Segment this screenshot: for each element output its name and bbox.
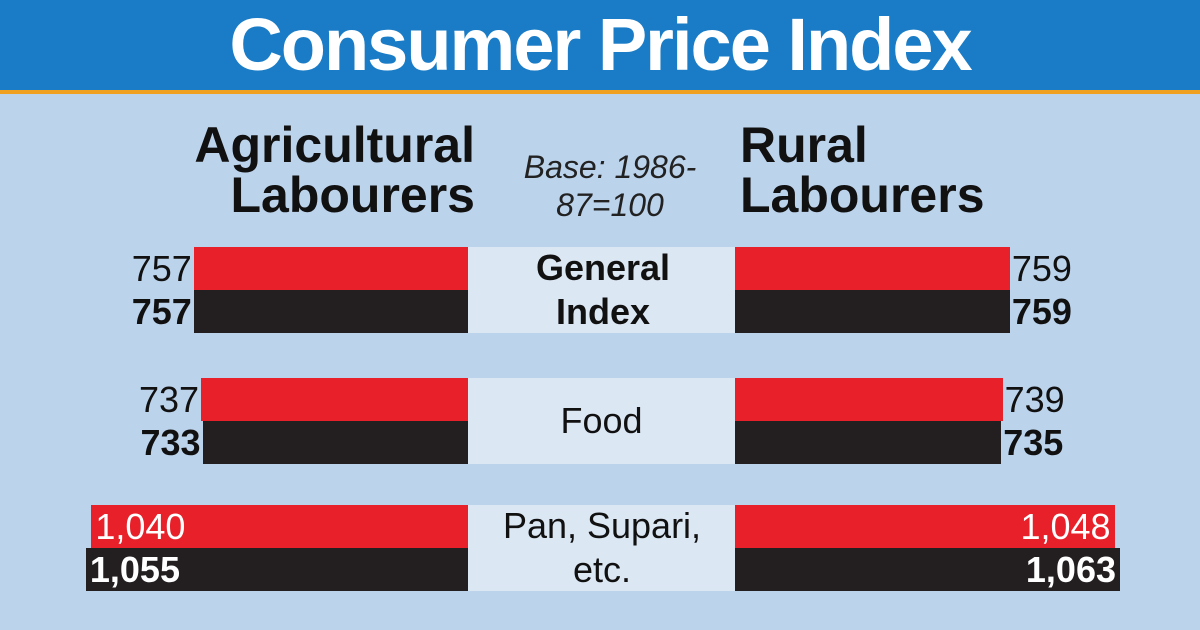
bar — [735, 247, 1010, 290]
chart-title: Consumer Price Index — [229, 3, 972, 86]
value-label: 757 — [131, 248, 192, 289]
value-label: 1,055 — [89, 549, 180, 590]
value-label: 737 — [139, 379, 200, 420]
category-label: General Index — [535, 247, 671, 332]
category-label: Food — [560, 400, 643, 441]
value-label: 735 — [1003, 422, 1064, 463]
bar — [735, 378, 1003, 421]
value-label: 1,063 — [1025, 549, 1116, 590]
bar — [202, 421, 468, 464]
value-label: 759 — [1011, 248, 1072, 289]
title-band — [0, 0, 1200, 94]
bar — [201, 378, 468, 421]
base-note: Base: 1986-87=100 — [523, 149, 697, 223]
bar — [735, 548, 1120, 591]
value-label: 733 — [140, 422, 201, 463]
bar — [193, 290, 468, 333]
value-label: 759 — [1011, 291, 1072, 332]
value-label: 1,048 — [1020, 506, 1111, 547]
right-heading: Rural Labourers — [740, 117, 985, 223]
value-label: 739 — [1004, 379, 1065, 420]
category-strip — [468, 505, 735, 591]
category-strip — [468, 378, 735, 464]
value-label: 1,040 — [95, 506, 186, 547]
category-strip — [468, 247, 735, 333]
category-label: Pan, Supari, etc. — [502, 505, 702, 590]
bar — [735, 421, 1002, 464]
bar — [735, 505, 1115, 548]
bar — [91, 505, 468, 548]
left-heading: Agricultural Labourers — [194, 117, 475, 223]
bar — [85, 548, 468, 591]
value-label: 757 — [131, 291, 192, 332]
bar — [735, 290, 1010, 333]
bar — [193, 247, 468, 290]
